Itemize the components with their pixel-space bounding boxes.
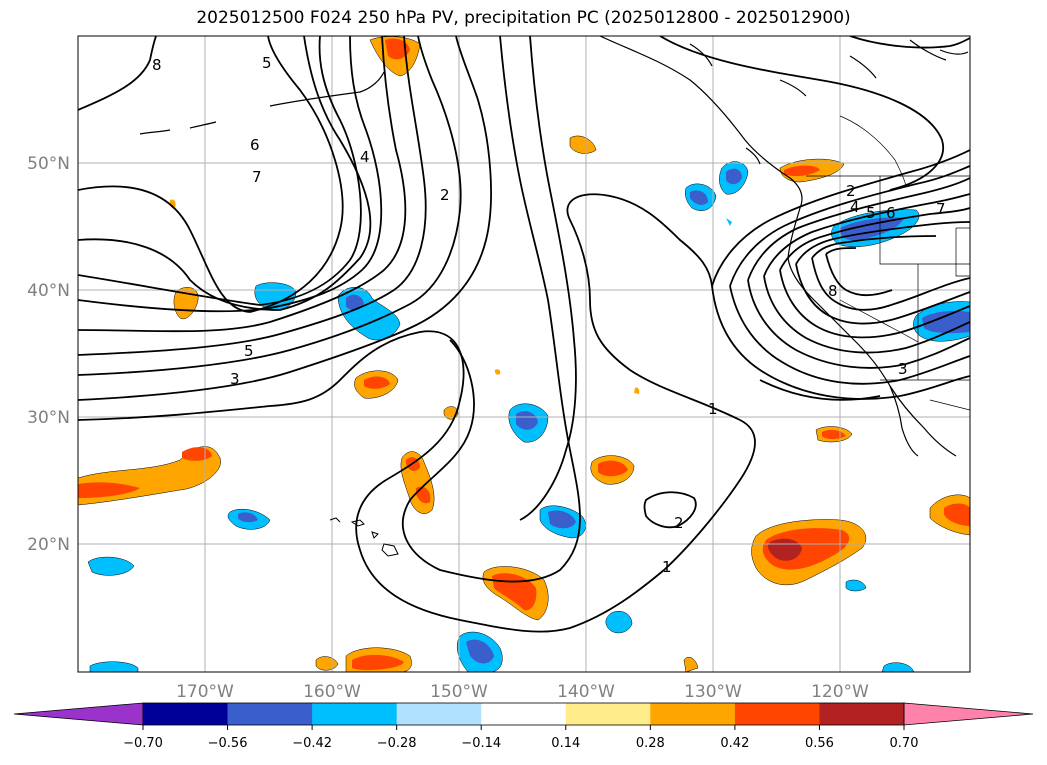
contour-label: 5 [262,54,272,72]
lon-label: 120°W [811,682,869,702]
contour-label: 8 [828,282,838,300]
contour-labels: 8 5 6 7 4 2 5 3 1 2 1 2 4 5 6 7 3 8 [152,54,946,576]
lon-label: 140°W [557,682,615,702]
contour-label: 2 [846,182,856,200]
colorbar-bin [819,703,905,725]
colorbar-tick-label: 0.28 [636,736,665,751]
colorbar-bin [312,703,398,725]
colorbar-tick-label: −0.70 [123,736,163,751]
colorbar-under-arrow [13,702,144,726]
colorbar-tick-label: −0.56 [208,736,248,751]
lat-label: 30°N [27,408,70,428]
lon-label: 170°W [176,682,234,702]
coastlines [139,36,969,457]
contour-label: 2 [674,514,684,532]
gridlines [78,36,970,672]
lat-label: 50°N [27,154,70,174]
colorbar-tick-label: −0.28 [377,736,417,751]
contour-label: 1 [708,400,718,418]
colorbar-bin [227,703,313,725]
lon-label: 130°W [684,682,742,702]
colorbar-bin [143,703,229,725]
contour-label: 6 [886,204,896,222]
colorbar: −0.70 −0.56 −0.42 −0.28 −0.14 0.14 0.28 0.42 0.5… [13,702,1034,751]
lat-label: 40°N [27,281,70,301]
colorbar-over-arrow [903,702,1034,726]
contour-label: 4 [360,148,370,166]
contour-label: 7 [252,168,262,186]
contour-label: 4 [850,198,860,216]
contour-label: 5 [244,342,254,360]
lat-label: 20°N [27,535,70,555]
colorbar-tick-label: 0.70 [890,736,919,751]
colorbar-bin [650,703,736,725]
colorbar-bin [565,703,651,725]
contour-label: 1 [662,558,672,576]
map-title: 2025012500 F024 250 hPa PV, precipitatio… [196,8,851,28]
lon-label: 150°W [430,682,488,702]
colorbar-tick-label: 0.14 [551,736,580,751]
colorbar-tick-label: 0.42 [720,736,749,751]
contour-label: 3 [230,370,240,388]
lon-label: 160°W [303,682,361,702]
contour-label: 2 [440,186,450,204]
contour-label: 3 [898,360,908,378]
colorbar-bin [481,703,567,725]
longitude-labels: 170°W 160°W 150°W 140°W 130°W 120°W [176,682,869,702]
colorbar-tick-label: 0.56 [805,736,834,751]
latitude-labels: 50°N 40°N 30°N 20°N [27,154,70,555]
contour-label: 5 [866,204,876,222]
colorbar-bin [734,703,820,725]
contour-label: 8 [152,56,162,74]
contour-label: 6 [250,136,260,154]
pv-contours [78,36,970,633]
precipitation-shading [78,36,970,672]
contour-label: 7 [936,200,946,218]
colorbar-bin [396,703,482,725]
colorbar-tick-label: −0.42 [292,736,332,751]
colorbar-tick-label: −0.14 [461,736,501,751]
map-frame [77,35,971,673]
